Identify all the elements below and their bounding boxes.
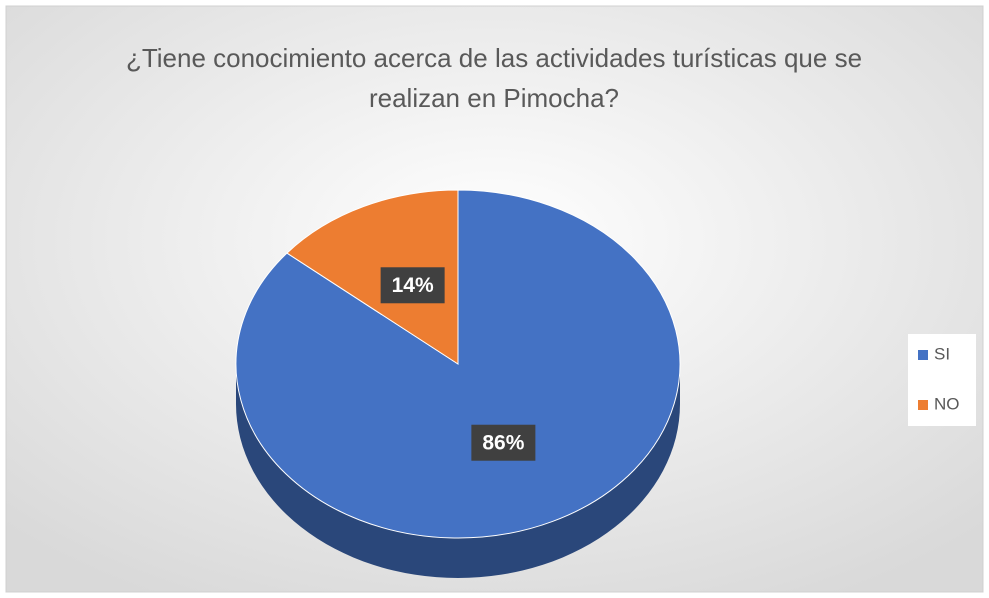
data-label-box	[471, 424, 536, 461]
plot: 86% 14%	[235, 189, 681, 578]
slice-side	[236, 364, 680, 578]
legend-box	[908, 334, 976, 426]
slice	[286, 189, 459, 365]
data-label-box	[380, 267, 445, 304]
chart-title: ¿Tiene conocimiento acerca de las activi…	[125, 43, 863, 113]
data-label: 14%	[392, 274, 434, 297]
data-label: 86%	[482, 431, 524, 454]
legend-swatch	[918, 350, 928, 360]
legend-swatch	[918, 400, 928, 410]
legend-label: NO	[934, 394, 960, 413]
legend-label: SI	[934, 344, 950, 363]
